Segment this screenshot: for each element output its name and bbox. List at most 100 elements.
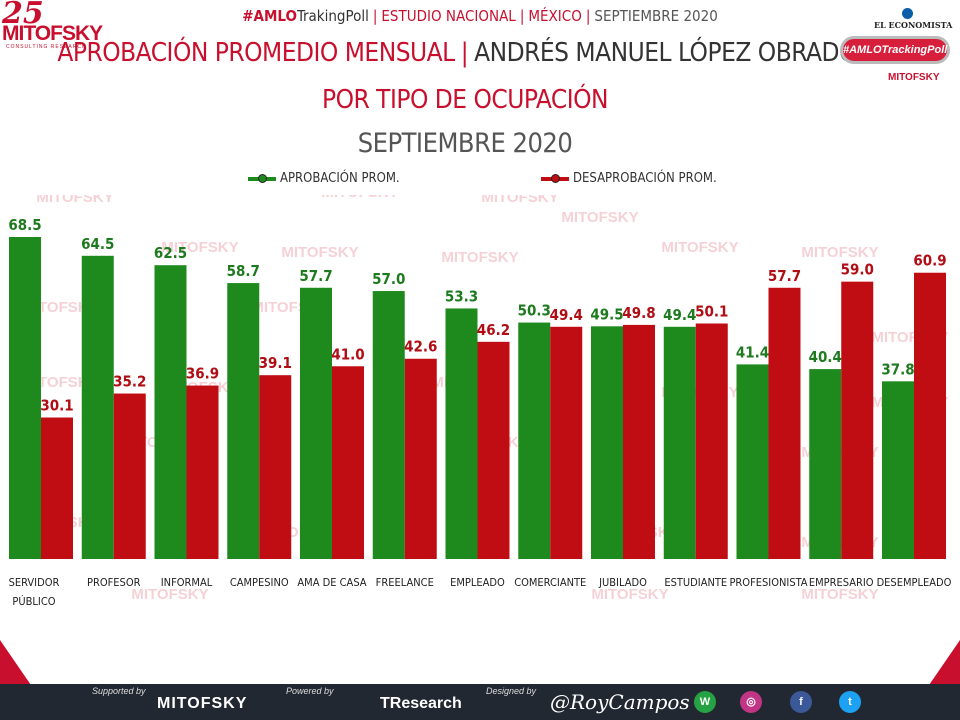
approve-bar bbox=[9, 237, 41, 559]
disapprove-bar bbox=[186, 385, 219, 559]
watermark-text: MITOFSKY bbox=[661, 239, 738, 256]
disapprove-bar bbox=[41, 417, 73, 559]
category-label: COMERCIANTE bbox=[514, 576, 586, 589]
approve-value-label: 58.7 bbox=[227, 262, 260, 280]
watermark-text: MITOFSKY bbox=[36, 195, 113, 206]
logo-subtitle: CONSULTING RESEARCH bbox=[6, 44, 87, 50]
approve-value-label: 64.5 bbox=[81, 235, 114, 253]
watermark-text: MITOFSKY bbox=[281, 244, 358, 261]
approve-value-label: 50.3 bbox=[518, 302, 551, 320]
disapprove-value-label: 46.2 bbox=[477, 321, 510, 339]
approve-value-label: 57.0 bbox=[372, 270, 405, 288]
disapprove-value-label: 49.4 bbox=[550, 306, 583, 324]
watermark-text: MITOFSKY bbox=[801, 586, 878, 603]
watermark-text: MITOFSKY bbox=[131, 586, 208, 603]
category-label: EMPLEADO bbox=[450, 576, 505, 589]
disapprove-bar bbox=[113, 393, 146, 559]
watermark-text: MITOFSKY bbox=[591, 586, 668, 603]
watermark-text: MITOFSKY bbox=[481, 195, 558, 206]
approve-bar bbox=[300, 287, 332, 559]
approve-bar bbox=[445, 308, 478, 559]
mitofsky-logo: 25 MITOFSKY CONSULTING RESEARCH bbox=[0, 0, 103, 55]
disapprove-bar bbox=[768, 287, 801, 559]
logo-wordmark: MITOFSKY bbox=[2, 22, 103, 45]
watermark-text: MITOFSKY bbox=[561, 209, 638, 226]
legend-approve-swatch bbox=[248, 173, 276, 183]
disapprove-value-label: 35.2 bbox=[113, 373, 146, 391]
approve-value-label: 37.8 bbox=[881, 360, 914, 378]
approve-bar bbox=[809, 369, 842, 559]
publisher-name: EL ECONOMISTA bbox=[874, 20, 953, 30]
powered-label: Powered by bbox=[286, 686, 334, 696]
header-line: #AMLOTrakingPoll | ESTUDIO NACIONAL | MÉXICO… bbox=[242, 7, 718, 25]
disapprove-value-label: 57.7 bbox=[768, 267, 801, 285]
approve-bar bbox=[154, 265, 187, 559]
category-label: ESTUDIANTE bbox=[664, 576, 727, 589]
title-dark: ANDRÉS MANUEL LÓPEZ OBRADOR bbox=[474, 38, 873, 68]
approve-value-label: 53.3 bbox=[445, 287, 478, 305]
watermark-text: MITOFSKY bbox=[801, 244, 878, 261]
country-label: MÉXICO bbox=[528, 7, 582, 25]
badge-brand: MITOFSKY bbox=[888, 72, 940, 83]
watermark-text: MITOFSKY bbox=[321, 195, 398, 201]
hashtag-suffix: TrakingPoll bbox=[296, 7, 369, 25]
category-label: FREELANCE bbox=[376, 576, 434, 589]
watermark-text: MITOFSKY bbox=[441, 249, 518, 266]
approve-bar bbox=[736, 364, 769, 559]
disapprove-bar bbox=[841, 281, 874, 559]
approve-bar bbox=[663, 326, 696, 559]
approve-value-label: 49.4 bbox=[663, 306, 696, 324]
disapprove-bar bbox=[332, 366, 364, 559]
disapprove-value-label: 59.0 bbox=[841, 261, 874, 279]
approve-value-label: 49.5 bbox=[590, 305, 623, 323]
disapprove-value-label: 60.9 bbox=[913, 252, 946, 270]
watermark-text: MITOFSKY bbox=[161, 239, 238, 256]
legend-disapprove: DESAPROBACIÓN PROM. bbox=[541, 171, 717, 186]
chart-subtitle: POR TIPO DE OCUPACIÓN bbox=[321, 85, 609, 115]
facebook-icon[interactable]: f bbox=[790, 691, 812, 713]
approve-bar bbox=[882, 381, 914, 559]
legend-approve: APROBACIÓN PROM. bbox=[248, 171, 400, 186]
disapprove-bar bbox=[623, 324, 655, 559]
approve-value-label: 41.4 bbox=[736, 343, 769, 361]
approve-bar bbox=[518, 322, 551, 559]
disapprove-value-label: 39.1 bbox=[259, 354, 292, 372]
disapprove-bar bbox=[477, 341, 510, 559]
approve-value-label: 68.5 bbox=[8, 216, 41, 234]
legend-disapprove-label: DESAPROBACIÓN PROM. bbox=[573, 171, 717, 186]
designer-signature: @RoyCampos bbox=[550, 690, 690, 714]
chart-period: SEPTIEMBRE 2020 bbox=[357, 128, 573, 159]
category-label: EMPRESARIO bbox=[809, 576, 874, 589]
disapprove-value-label: 36.9 bbox=[186, 365, 219, 383]
whatsapp-icon[interactable]: W bbox=[694, 691, 716, 713]
category-label: CAMPESINO bbox=[230, 576, 289, 589]
category-label-line2: PÚBLICO bbox=[12, 595, 55, 608]
category-label: PROFESOR bbox=[87, 576, 141, 589]
twitter-icon[interactable]: t bbox=[839, 691, 861, 713]
category-label: INFORMAL bbox=[161, 576, 213, 589]
approve-value-label: 57.7 bbox=[299, 267, 332, 285]
approve-bar bbox=[81, 255, 114, 559]
category-label: AMA DE CASA bbox=[297, 576, 366, 589]
approve-value-label: 62.5 bbox=[154, 244, 187, 262]
disapprove-value-label: 49.8 bbox=[622, 304, 655, 322]
approve-bar bbox=[372, 291, 405, 559]
title-red: APROBACIÓN PROMEDIO MENSUAL bbox=[57, 38, 455, 68]
anniversary-mark: 25 bbox=[2, 0, 44, 31]
globe-icon bbox=[902, 8, 913, 19]
disapprove-bar bbox=[259, 375, 292, 559]
hashtag-prefix: #AMLO bbox=[242, 7, 297, 25]
powered-brand: TResearch bbox=[380, 695, 462, 712]
el-economista-badge: EL ECONOMISTA #AMLOTrackingPoll MITOFSKY bbox=[838, 4, 958, 94]
disapprove-value-label: 50.1 bbox=[695, 302, 728, 320]
disapprove-value-label: 41.0 bbox=[331, 345, 364, 363]
tracking-poll-pill: #AMLOTrackingPoll bbox=[840, 36, 950, 64]
instagram-icon[interactable]: ◎ bbox=[740, 691, 762, 713]
supported-brand: MITOFSKY bbox=[157, 695, 248, 712]
category-label: SERVIDOR bbox=[9, 576, 60, 589]
category-label: DESEMPLEADO bbox=[877, 576, 952, 589]
legend-disapprove-swatch bbox=[541, 173, 569, 183]
period-label: SEPTIEMBRE 2020 bbox=[594, 7, 718, 25]
disapprove-value-label: 42.6 bbox=[404, 338, 437, 356]
